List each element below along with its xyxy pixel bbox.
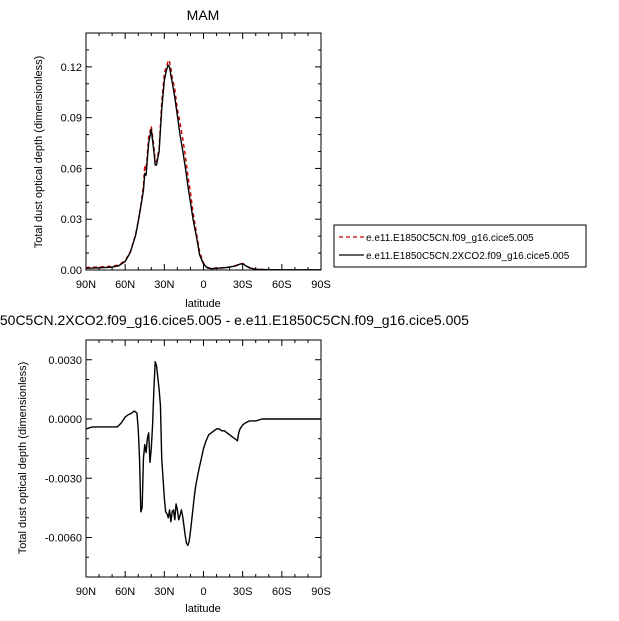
y-tick-label: -0.0030 xyxy=(45,473,82,485)
panel-bottom: e.e11.E1850C5CN.2XCO2.f09_g16.cice5.005 … xyxy=(0,312,469,615)
y-tick-label: 0.0000 xyxy=(48,414,82,426)
legend: e.e11.E1850C5CN.f09_g16.cice5.005 e.e11.… xyxy=(333,224,587,268)
series-line-2 xyxy=(85,64,321,271)
y-axis-label: Total dust optical depth (dimensionless) xyxy=(33,56,45,249)
x-tick-label: 30N xyxy=(154,586,174,598)
y-tick-label: 0.0030 xyxy=(48,355,82,367)
y-tick-label: 0.09 xyxy=(61,113,82,125)
x-tick-label: 60N xyxy=(115,586,135,598)
legend-box xyxy=(333,224,587,268)
panel-top: MAM 0.00 0.03 0.06 0.09 0.12 90N 60N 30N 0 30S 60… xyxy=(33,7,331,310)
x-axis-label: latitude xyxy=(185,603,220,615)
x-tick-label: 90N xyxy=(76,279,96,291)
plot-frame xyxy=(85,339,322,578)
x-tick-label: 90N xyxy=(76,586,96,598)
x-tick-label: 90S xyxy=(311,279,331,291)
plot-frame xyxy=(85,32,322,271)
series-line-1 xyxy=(85,59,321,271)
x-tick-label: 60S xyxy=(272,279,292,291)
y-tick-label: 0.00 xyxy=(61,265,82,277)
legend-label-series-2: e.e11.E1850C5CN.2XCO2.f09_g16.cice5.005 xyxy=(366,251,570,262)
y-tick-label: -0.0060 xyxy=(45,533,82,545)
x-tick-label: 0 xyxy=(200,279,206,291)
x-tick-label: 90S xyxy=(311,586,331,598)
chart-title: e.e11.E1850C5CN.2XCO2.f09_g16.cice5.005 … xyxy=(0,312,469,328)
x-axis-label: latitude xyxy=(185,298,220,310)
y-axis-label: Total dust optical depth (dimensionless) xyxy=(17,362,29,555)
y-tick-label: 0.12 xyxy=(61,62,82,74)
x-tick-label: 60S xyxy=(272,586,292,598)
x-tick-label: 30S xyxy=(233,586,253,598)
x-tick-label: 30S xyxy=(233,279,253,291)
x-tick-label: 60N xyxy=(115,279,135,291)
y-tick-label: 0.06 xyxy=(61,163,82,175)
chart-title: MAM xyxy=(187,7,220,23)
series-line-1 xyxy=(85,361,321,547)
y-tick-label: 0.03 xyxy=(61,214,82,226)
legend-label-series-1: e.e11.E1850C5CN.f09_g16.cice5.005 xyxy=(366,233,534,244)
x-tick-label: 0 xyxy=(200,586,206,598)
x-tick-label: 30N xyxy=(154,279,174,291)
